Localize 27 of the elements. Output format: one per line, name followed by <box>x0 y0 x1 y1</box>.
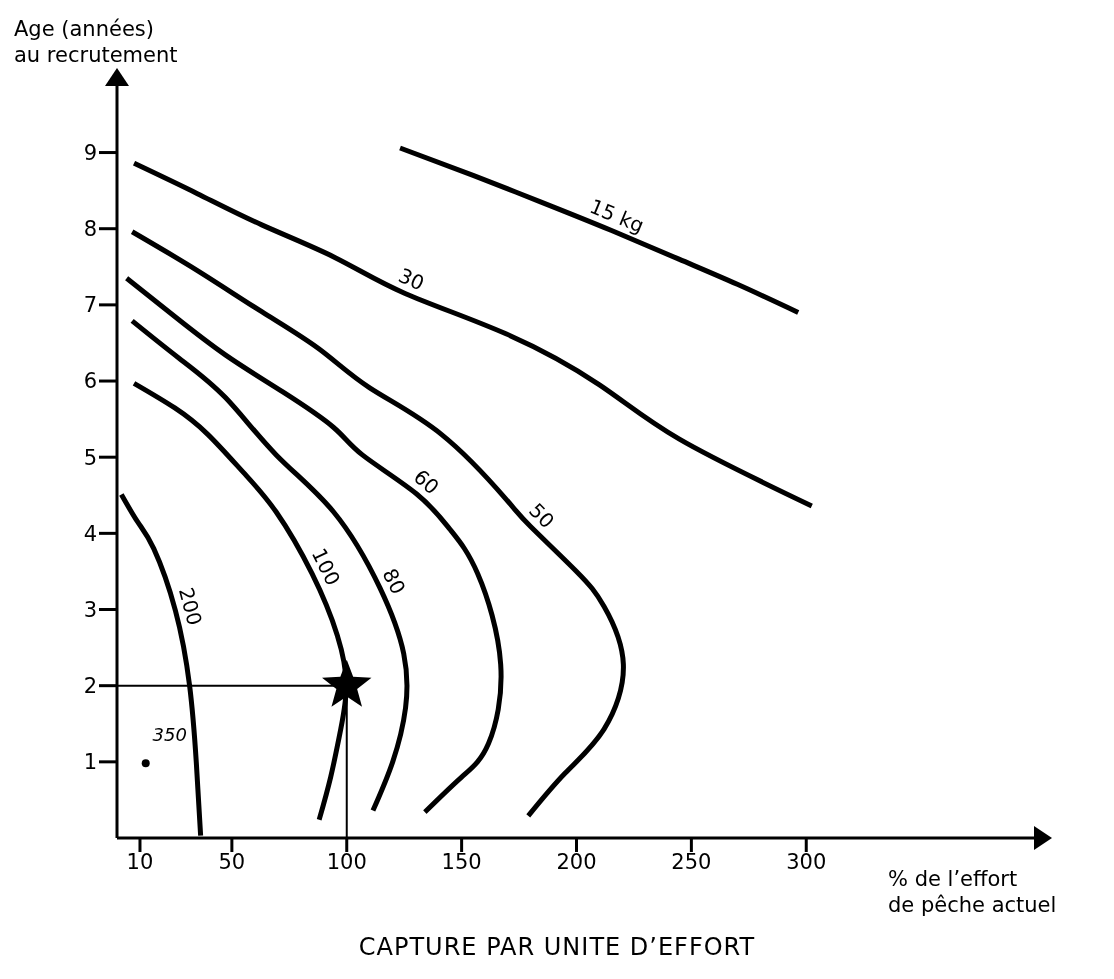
text: CAPTURE PAR UNITE D’EFFORT <box>357 933 757 961</box>
y-tick-label: 7 <box>83 293 97 318</box>
text: 15 kg <box>586 194 648 238</box>
y-tick-label: 3 <box>83 597 97 622</box>
series-label: 350 <box>152 724 187 746</box>
x-tick-label: 10 <box>126 849 154 874</box>
text: 60 <box>408 464 444 500</box>
y-tick-label: 8 <box>83 217 97 242</box>
y-tick-label: 5 <box>83 445 97 470</box>
y-tick-label: 4 <box>83 521 97 546</box>
text: 50 <box>524 498 560 534</box>
y-axis-title: Age (années) au recrutement <box>14 16 178 68</box>
x-tick-label: 100 <box>326 849 367 874</box>
y-tick-label: 2 <box>83 674 97 699</box>
text: 200 <box>173 584 207 628</box>
y-tick-label: 9 <box>83 141 97 165</box>
x-tick-label: 200 <box>556 849 597 874</box>
x-axis-title: % de l’effort de pêche actuel <box>888 866 1057 918</box>
y-tick-label: 1 <box>83 750 97 775</box>
x-tick-label: 150 <box>441 849 482 874</box>
text: 80 <box>377 564 411 599</box>
x-tick-label: 300 <box>786 849 827 874</box>
text: 100 <box>306 544 346 590</box>
x-tick-label: 250 <box>671 849 712 874</box>
y-tick-label: 6 <box>83 369 97 394</box>
text: 30 <box>394 263 428 296</box>
x-tick-label: 50 <box>218 849 246 874</box>
